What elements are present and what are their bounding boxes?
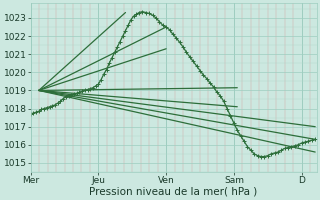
X-axis label: Pression niveau de la mer( hPa ): Pression niveau de la mer( hPa ) <box>90 187 258 197</box>
